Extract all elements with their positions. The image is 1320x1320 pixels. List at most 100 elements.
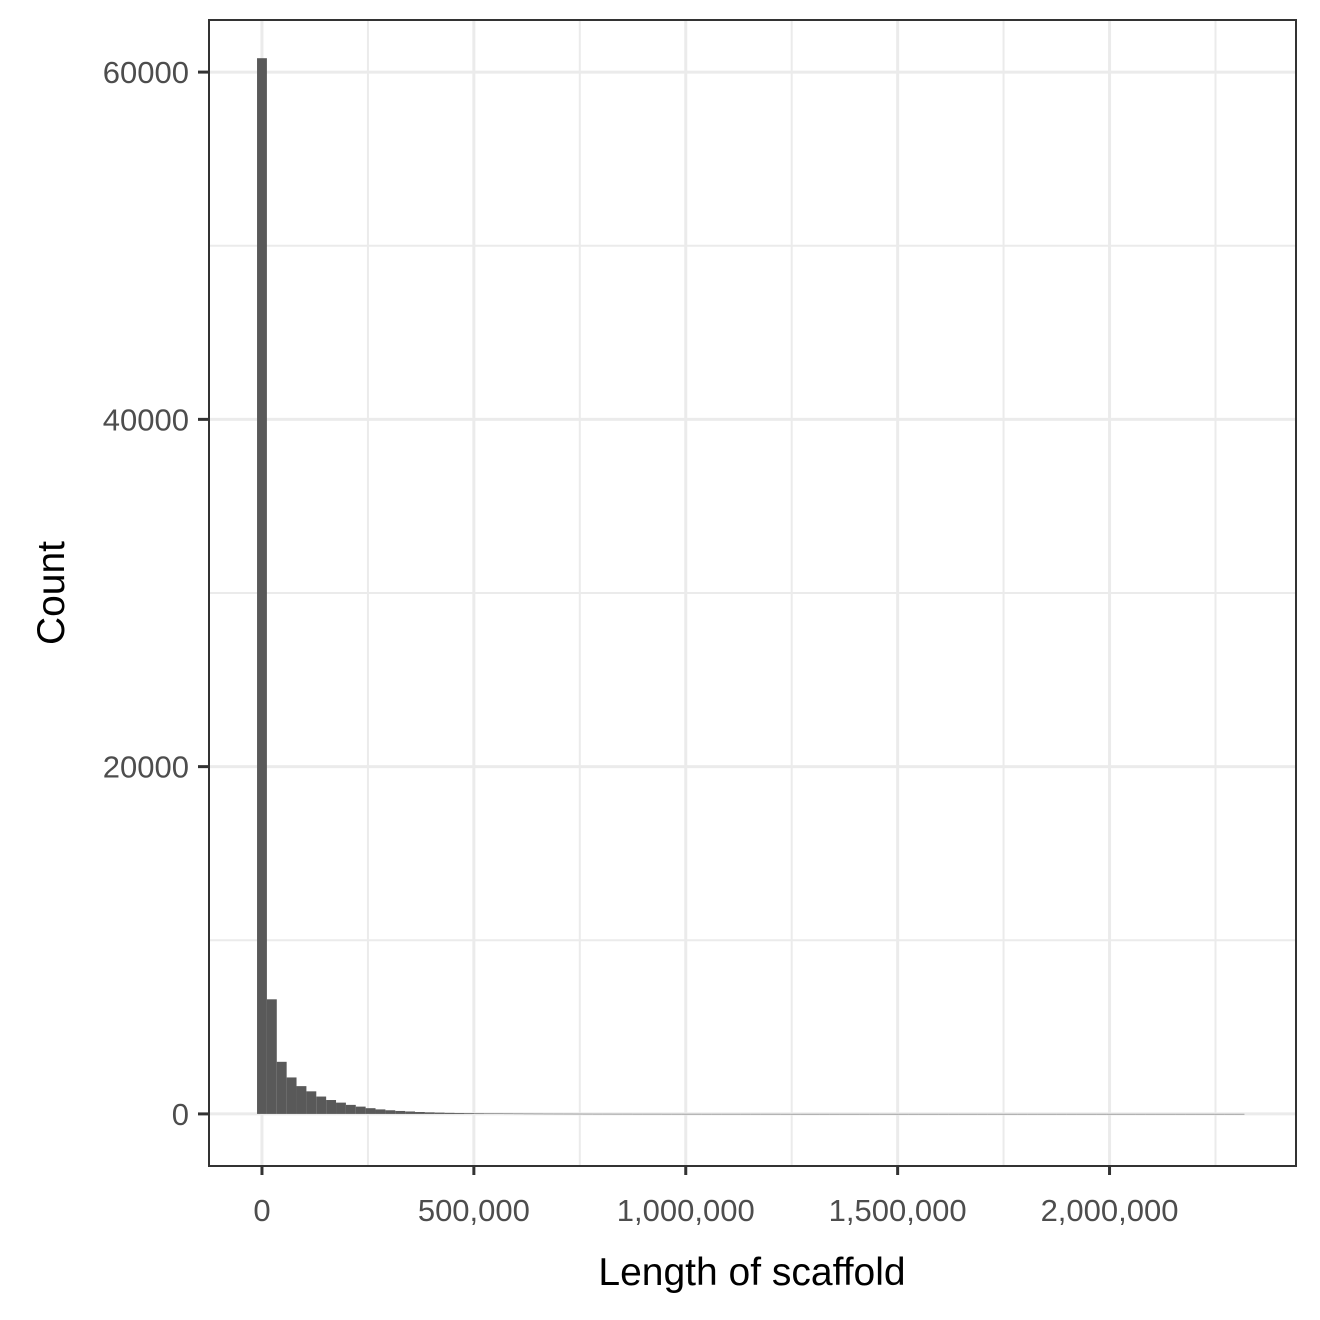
histogram-bar: [1125, 1113, 1136, 1115]
histogram-bar: [1224, 1113, 1235, 1115]
histogram-bar: [740, 1113, 751, 1115]
histogram-bar: [701, 1113, 712, 1115]
histogram-bar: [336, 1102, 346, 1114]
histogram-bar: [691, 1113, 702, 1115]
histogram-bar: [415, 1111, 425, 1114]
histogram-bar: [286, 1077, 297, 1114]
y-axis-ticks: 0 20000 40000 60000: [103, 55, 209, 1132]
histogram-bar: [395, 1110, 406, 1114]
histogram-bar: [918, 1113, 929, 1115]
histogram-bar: [533, 1113, 544, 1115]
y-tick-label: 20000: [103, 750, 189, 785]
histogram-bar: [553, 1113, 564, 1115]
x-tick-label: 1,000,000: [617, 1193, 755, 1228]
histogram-bar: [809, 1113, 820, 1115]
histogram-bar: [602, 1113, 613, 1115]
histogram-bar: [1234, 1113, 1245, 1115]
histogram-bar: [276, 1061, 287, 1114]
histogram-bar: [977, 1113, 988, 1115]
histogram-bar: [405, 1111, 416, 1114]
histogram-bar: [474, 1113, 485, 1114]
histogram-bar: [306, 1091, 317, 1114]
histogram-bar: [730, 1113, 741, 1115]
x-axis-title: Length of scaffold: [598, 1251, 905, 1294]
histogram-bar: [365, 1108, 376, 1114]
x-axis-ticks: 0 500,000 1,000,000 1,500,000 2,000,000: [253, 1166, 1178, 1228]
histogram-bar: [513, 1113, 524, 1115]
histogram-bar: [1155, 1113, 1166, 1115]
histogram-bar: [1037, 1113, 1047, 1115]
histogram-bar: [819, 1113, 830, 1115]
histogram-bar: [257, 58, 267, 1114]
histogram-bar: [770, 1113, 781, 1115]
histogram-bar: [375, 1109, 386, 1114]
x-tick-label: 1,500,000: [829, 1193, 967, 1228]
histogram-bar: [1017, 1113, 1028, 1115]
x-tick-label: 0: [253, 1193, 270, 1228]
histogram-bar: [612, 1113, 623, 1115]
histogram-bar: [1165, 1113, 1176, 1115]
histogram-bar: [721, 1113, 731, 1115]
histogram-bar: [563, 1113, 574, 1115]
histogram-bar: [296, 1086, 307, 1114]
x-tick-label: 500,000: [418, 1193, 530, 1228]
x-tick-label: 2,000,000: [1041, 1193, 1179, 1228]
histogram-bar: [928, 1113, 939, 1115]
histogram-bar: [444, 1112, 455, 1114]
histogram-bar: [681, 1113, 692, 1115]
histogram-bar: [1046, 1113, 1057, 1115]
histogram-bar: [908, 1113, 919, 1115]
histogram-bar: [622, 1113, 633, 1115]
histogram-bar: [266, 999, 277, 1114]
histogram-bars: [257, 58, 1245, 1115]
histogram-bar: [938, 1113, 949, 1115]
histogram-bar: [484, 1113, 495, 1114]
histogram-bar: [869, 1113, 880, 1115]
histogram-bar: [948, 1113, 959, 1115]
histogram-bar: [1076, 1113, 1087, 1115]
y-tick-label: 40000: [103, 402, 189, 437]
y-axis-title: Count: [30, 541, 73, 645]
histogram-bar: [661, 1113, 672, 1115]
histogram-bar: [573, 1113, 583, 1115]
histogram-bar: [494, 1113, 504, 1114]
histogram-bar: [760, 1113, 771, 1115]
histogram-bar: [898, 1113, 909, 1115]
histogram-bar: [780, 1113, 791, 1115]
histogram-bar: [879, 1113, 889, 1115]
histogram-bar: [1056, 1113, 1067, 1115]
histogram-bar: [750, 1113, 761, 1115]
histogram-bar: [1096, 1113, 1107, 1115]
histogram-bar: [1214, 1113, 1225, 1115]
histogram-bar: [503, 1113, 514, 1115]
histogram-bar: [1086, 1113, 1097, 1115]
histogram-bar: [1106, 1113, 1117, 1115]
histogram-bar: [967, 1113, 978, 1115]
histogram-bar: [434, 1112, 445, 1114]
histogram-bar: [1027, 1113, 1038, 1115]
y-tick-label: 0: [172, 1097, 189, 1132]
histogram-bar: [652, 1113, 662, 1115]
histogram-bar: [454, 1113, 465, 1114]
histogram-bar: [523, 1113, 534, 1115]
histogram-bar: [829, 1113, 840, 1115]
histogram-bar: [800, 1113, 810, 1115]
histogram-bar: [1195, 1113, 1205, 1115]
histogram-bar: [1135, 1113, 1146, 1115]
histogram-bar: [345, 1104, 356, 1114]
histogram-bar: [1007, 1113, 1018, 1115]
histogram-bar: [464, 1113, 475, 1114]
histogram-bar: [592, 1113, 603, 1115]
histogram-bar: [997, 1113, 1008, 1115]
histogram-bar: [888, 1113, 899, 1115]
histogram-bar: [326, 1100, 337, 1114]
histogram-bar: [642, 1113, 653, 1115]
histogram-bar: [1175, 1113, 1186, 1115]
histogram-bar: [316, 1096, 327, 1114]
histogram-bar: [632, 1113, 643, 1115]
histogram-bar: [790, 1113, 801, 1115]
histogram-bar: [958, 1113, 968, 1115]
histogram-bar: [1204, 1113, 1215, 1115]
histogram-bar: [849, 1113, 860, 1115]
